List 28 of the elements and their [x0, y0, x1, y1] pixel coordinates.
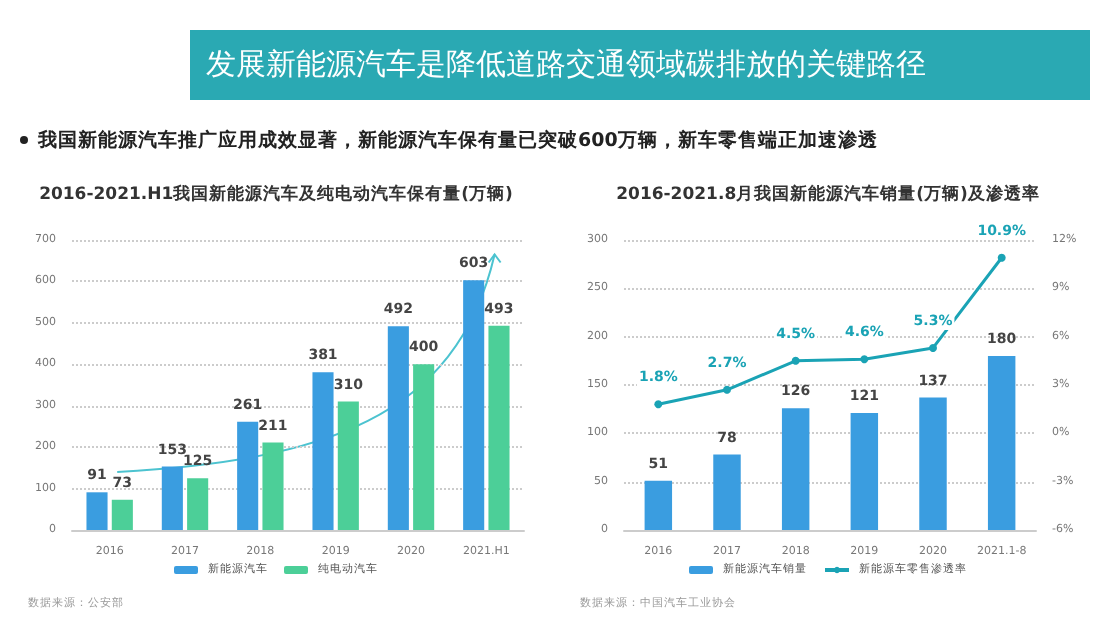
point	[929, 343, 937, 352]
text: 发展新能源汽车是降低道路交通领域碳排放的关键路径	[190, 30, 1090, 100]
bar	[237, 421, 259, 530]
bar	[187, 478, 209, 530]
bar	[161, 466, 183, 530]
bar	[463, 280, 485, 530]
bar	[387, 326, 409, 530]
bar	[337, 401, 359, 530]
point	[723, 385, 731, 394]
chart-title: 2016-2021.8月我国新能源汽车销量(万辆)及渗透率	[616, 183, 1040, 205]
bar	[488, 325, 510, 530]
bar	[850, 413, 879, 530]
bar	[781, 408, 810, 530]
point	[654, 400, 663, 409]
chart-title: 2016-2021.H1我国新能源汽车及纯电动汽车保有量(万辆)	[39, 183, 514, 205]
bar	[919, 397, 947, 530]
bar	[312, 372, 334, 530]
bar	[413, 364, 435, 530]
point	[791, 356, 800, 365]
bar	[644, 480, 673, 530]
bar	[262, 442, 284, 530]
bar	[86, 492, 108, 530]
bar	[713, 454, 741, 530]
bar	[987, 356, 1016, 530]
point	[997, 253, 1006, 262]
bar	[111, 499, 133, 530]
point	[860, 355, 869, 364]
text: 我国新能源汽车推广应用成效显著，新能源汽车保有量已突破600万辆，新车零售端正加速渗透	[36, 128, 880, 154]
